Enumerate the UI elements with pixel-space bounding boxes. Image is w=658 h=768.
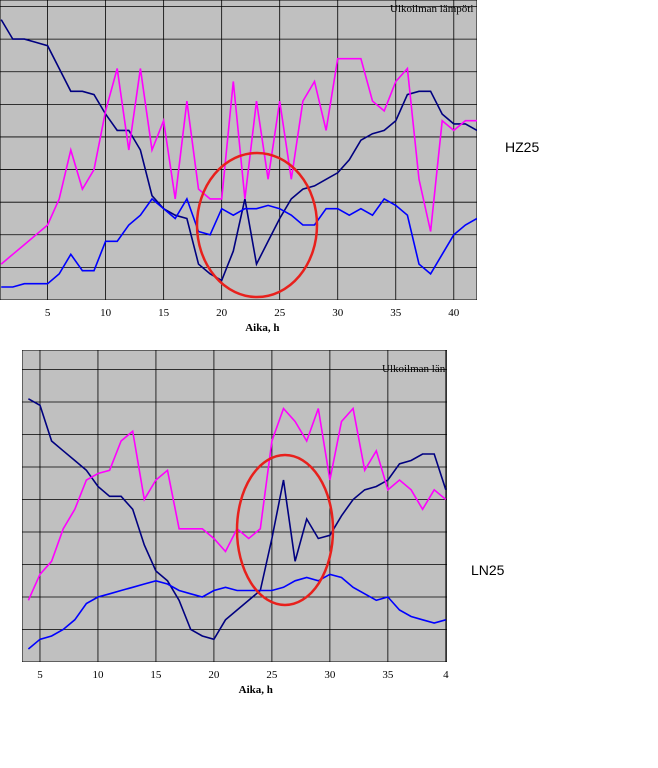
highlight-circle <box>235 453 335 607</box>
x-tick-label: 35 <box>390 307 402 319</box>
x-tick-label: 4 <box>443 669 449 681</box>
highlight-circle <box>195 151 319 299</box>
chart-label: LN25 <box>471 562 505 578</box>
x-tick-label: 25 <box>274 307 286 319</box>
chart: Ulkoilman lämpöti <box>0 0 477 300</box>
chart-title: Ulkoilman lämpöti <box>390 3 473 15</box>
x-tick-label: 5 <box>45 307 51 319</box>
x-tick-label: 30 <box>332 307 344 319</box>
x-tick-label: 20 <box>208 669 220 681</box>
x-tick-label: 30 <box>324 669 336 681</box>
x-tick-label: 40 <box>448 307 460 319</box>
plot-area <box>0 0 477 300</box>
data-line <box>27 573 447 650</box>
chart-title: Ulkoilman län <box>382 363 446 375</box>
chart: Ulkoilman län <box>22 350 447 662</box>
x-tick-label: 15 <box>150 669 162 681</box>
data-line <box>1 197 477 288</box>
x-axis-label: Aika, h <box>245 322 279 334</box>
x-tick-label: 10 <box>92 669 104 681</box>
plot-area <box>22 350 447 662</box>
x-tick-label: 5 <box>37 669 43 681</box>
data-line <box>0 57 477 265</box>
data-line <box>0 19 477 282</box>
data-line <box>28 398 447 641</box>
x-tick-label: 25 <box>266 669 278 681</box>
x-axis-label: Aika, h <box>239 684 273 696</box>
chart-label: HZ25 <box>505 139 539 155</box>
x-tick-label: 10 <box>100 307 112 319</box>
x-tick-label: 20 <box>216 307 228 319</box>
x-tick-label: 35 <box>382 669 394 681</box>
x-tick-label: 15 <box>158 307 170 319</box>
